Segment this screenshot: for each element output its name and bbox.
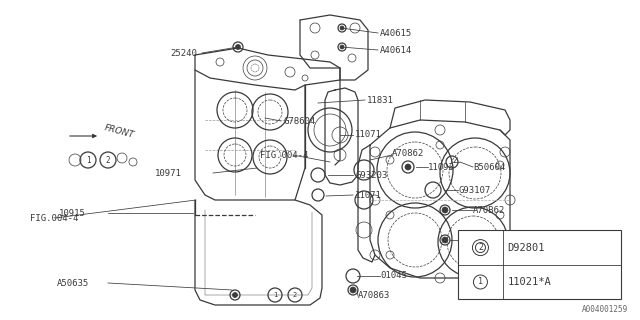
Text: 2: 2 bbox=[106, 156, 110, 164]
Text: A70863: A70863 bbox=[358, 292, 390, 300]
Text: 1: 1 bbox=[86, 156, 90, 164]
Text: 2: 2 bbox=[293, 292, 297, 298]
Text: A40615: A40615 bbox=[380, 28, 412, 37]
Text: 25240: 25240 bbox=[170, 49, 197, 58]
Text: 11021*A: 11021*A bbox=[508, 277, 551, 287]
Circle shape bbox=[405, 164, 411, 170]
Circle shape bbox=[232, 292, 237, 298]
Circle shape bbox=[442, 237, 448, 243]
Text: FIG.004-4: FIG.004-4 bbox=[260, 150, 308, 159]
Text: 11831: 11831 bbox=[367, 95, 394, 105]
Text: D92801: D92801 bbox=[508, 243, 545, 252]
Text: 0104S: 0104S bbox=[380, 271, 407, 281]
Circle shape bbox=[350, 287, 356, 293]
Text: A70862: A70862 bbox=[392, 148, 424, 157]
Text: A70B62: A70B62 bbox=[473, 236, 505, 244]
Text: A70B62: A70B62 bbox=[473, 205, 505, 214]
Text: 2: 2 bbox=[478, 243, 483, 252]
Text: G78604: G78604 bbox=[283, 116, 316, 125]
Text: FIG.004-4: FIG.004-4 bbox=[30, 213, 78, 222]
Circle shape bbox=[340, 26, 344, 30]
Text: 11071: 11071 bbox=[355, 130, 382, 139]
Circle shape bbox=[442, 207, 448, 213]
Text: A50635: A50635 bbox=[57, 278, 89, 287]
Text: A004001259: A004001259 bbox=[582, 305, 628, 314]
Text: 11093: 11093 bbox=[428, 163, 455, 172]
Text: G93107: G93107 bbox=[458, 186, 490, 195]
Text: 1: 1 bbox=[273, 292, 277, 298]
Bar bbox=[458, 230, 621, 299]
Text: 11071: 11071 bbox=[355, 190, 382, 199]
Text: G93203: G93203 bbox=[355, 171, 387, 180]
Circle shape bbox=[340, 45, 344, 49]
Circle shape bbox=[236, 44, 241, 50]
Text: FRONT: FRONT bbox=[103, 124, 135, 140]
Text: A40614: A40614 bbox=[380, 45, 412, 54]
Text: B50604: B50604 bbox=[473, 163, 505, 172]
Text: 10915: 10915 bbox=[59, 209, 86, 218]
Text: 1: 1 bbox=[478, 277, 483, 286]
Text: 10971: 10971 bbox=[155, 169, 182, 178]
